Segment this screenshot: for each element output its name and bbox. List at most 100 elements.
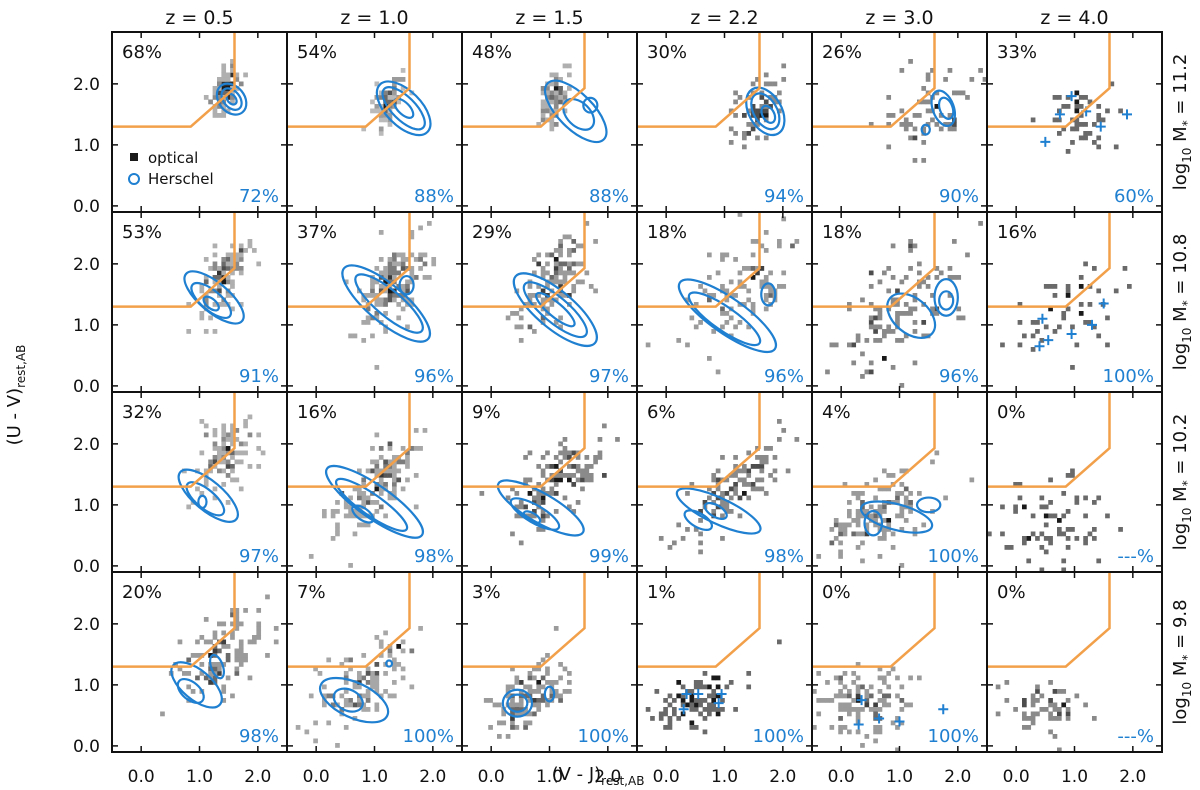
optical-density-cell (527, 513, 533, 519)
herschel-point (1066, 91, 1077, 102)
optical-density-cell (378, 108, 384, 114)
optical-density-cell (234, 612, 240, 618)
panel-content (462, 212, 598, 348)
optical-density-cell (527, 671, 533, 676)
optical-density-cell (838, 689, 843, 694)
optical-density-cell (567, 86, 572, 91)
y-tick-label: 1.0 (73, 496, 100, 516)
optical-density-cell (230, 450, 235, 456)
optical-density-cell (357, 698, 362, 703)
optical-density-cell (912, 531, 918, 537)
optical-density-cell (545, 284, 550, 289)
panel-content (287, 572, 423, 748)
optical-density-cell (374, 459, 380, 465)
optical-density-cell (873, 477, 878, 483)
optical-density-cell (1096, 135, 1102, 141)
optical-density-cell (335, 509, 340, 514)
optical-density-cell (1096, 144, 1102, 150)
optical-density-cell (1000, 504, 1005, 510)
optical-density-cell (405, 288, 410, 294)
optical-density-cell (238, 302, 244, 307)
herschel-contour (760, 282, 777, 307)
optical-density-cell (855, 495, 861, 501)
optical-density-cell (1074, 122, 1080, 127)
optical-density-cell (838, 540, 843, 546)
optical-density-cell (965, 95, 970, 100)
x-axis-label-sub: rest,AB (601, 774, 644, 788)
optical-density-cell (733, 486, 738, 492)
optical-density-cell (711, 702, 717, 708)
optical-density-cell (698, 698, 703, 703)
optical-density-cell (702, 698, 708, 703)
optical-density-cell (588, 477, 594, 483)
optical-density-cell (238, 441, 244, 447)
optical-density-cell (553, 72, 559, 78)
optical-density-cell (895, 725, 900, 730)
optical-density-cell (903, 333, 909, 339)
optical-density-cell (1057, 711, 1062, 717)
optical-density-cell (225, 437, 231, 442)
optical-density-cell (650, 716, 655, 721)
optical-density-cell (392, 473, 397, 478)
row-label-part: M (1170, 126, 1191, 147)
optical-density-cell (1087, 99, 1093, 105)
optical-density-cell (982, 77, 987, 82)
optical-density-cell (899, 383, 905, 388)
optical-density-cell (357, 522, 362, 528)
herschel-percent: 100% (753, 726, 804, 747)
optical-density-cell (868, 513, 874, 519)
optical-density-cell (212, 666, 218, 672)
optical-density-cell (838, 554, 843, 559)
herschel-contour (506, 693, 529, 713)
optical-density-cell (873, 306, 878, 312)
optical-density-cell (733, 473, 738, 478)
optical-density-cell (1017, 342, 1023, 348)
optical-density-cell (532, 675, 537, 681)
optical-density-cell (728, 108, 734, 114)
optical-density-cell (562, 446, 568, 451)
optical-density-cell (895, 513, 900, 519)
legend-optical-marker (130, 153, 138, 161)
optical-density-cell (934, 266, 940, 271)
panel-content (112, 212, 262, 334)
optical-density-cell (234, 450, 240, 456)
optical-density-cell (510, 711, 515, 717)
optical-density-cell (724, 684, 730, 690)
optical-density-cell (903, 702, 909, 708)
panel-content (637, 212, 800, 375)
optical-density-cell (221, 113, 227, 118)
optical-density-cell (396, 77, 402, 82)
optical-density-cell (203, 468, 209, 474)
optical-density-cell (868, 284, 874, 289)
optical-density-cell (514, 504, 520, 510)
optical-density-cell (693, 698, 699, 703)
optical-density-cell (855, 491, 861, 496)
optical-density-cell (899, 720, 905, 726)
optical-density-cell (361, 693, 367, 699)
optical-density-cell (702, 729, 708, 735)
row-label-part: = 11.2 (1170, 54, 1191, 121)
optical-density-cell (1096, 495, 1102, 501)
optical-density-cell (768, 288, 773, 294)
optical-density-cell (234, 626, 240, 631)
optical-density-cell (947, 275, 953, 280)
optical-density-cell (400, 257, 406, 262)
optical-density-cell (370, 288, 375, 294)
optical-density-cell (230, 68, 235, 73)
optical-density-cell (1074, 342, 1080, 348)
optical-density-cell (938, 270, 944, 276)
optical-density-cell (899, 311, 905, 316)
optical-density-cell (553, 266, 559, 271)
optical-density-cell (947, 113, 953, 118)
optical-density-cell (868, 707, 874, 712)
optical-density-cell (514, 311, 520, 316)
optical-density-cell (518, 500, 524, 505)
optical-density-cell (562, 689, 568, 694)
optical-density-cell (877, 689, 883, 694)
optical-density-cell (523, 455, 528, 460)
optical-density-cell (230, 261, 235, 267)
optical-density-cell (1078, 284, 1084, 289)
optical-density-cell (558, 279, 563, 285)
optical-density-cell (322, 513, 327, 519)
optical-density-cell (374, 315, 380, 321)
